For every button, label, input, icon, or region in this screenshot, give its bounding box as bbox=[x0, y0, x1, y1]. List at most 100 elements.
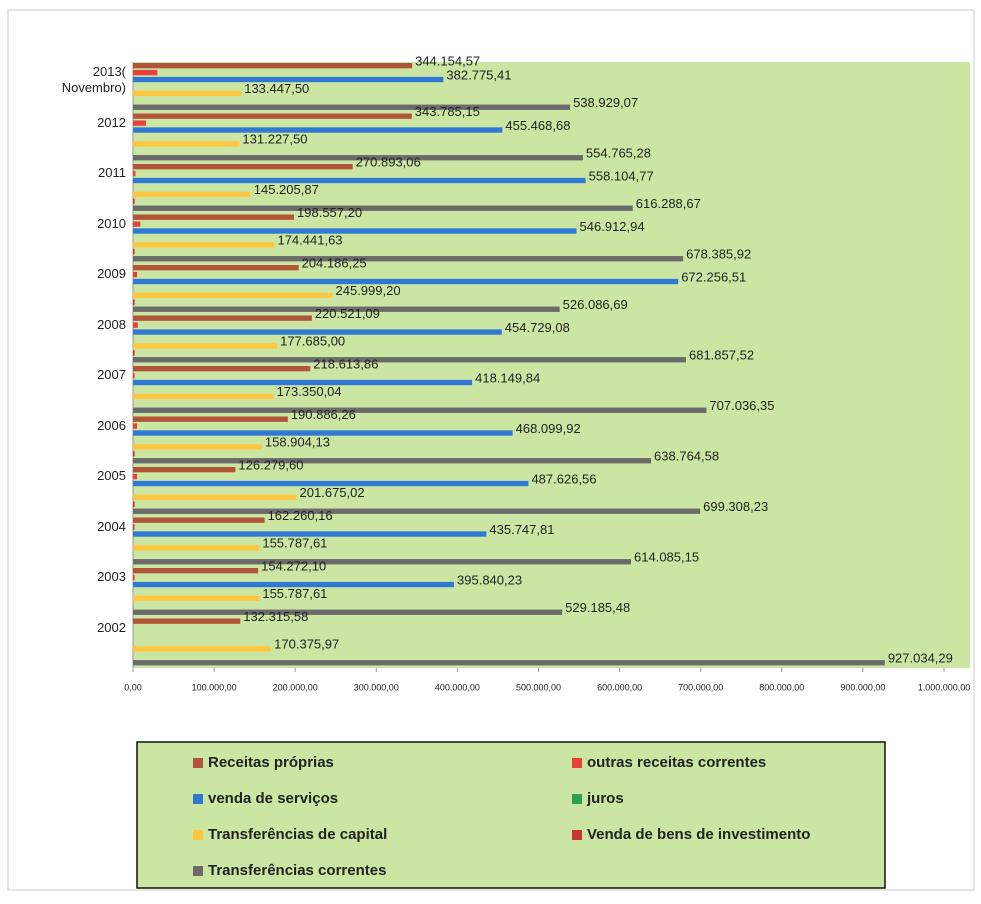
data-label: 158.904,13 bbox=[265, 435, 330, 450]
data-label: 155.787,61 bbox=[262, 536, 327, 551]
y-tick-label-box: 2011 bbox=[98, 165, 126, 180]
legend-label: Transferências correntes bbox=[208, 862, 386, 879]
y-tick-label: 2005 bbox=[97, 468, 126, 483]
legend-swatch bbox=[193, 758, 203, 768]
legend-label: Venda de bens de investimento bbox=[587, 826, 810, 843]
bar bbox=[133, 581, 455, 588]
bar bbox=[133, 559, 632, 565]
bar bbox=[133, 120, 146, 126]
bar bbox=[133, 306, 560, 312]
y-tick-label: 2007 bbox=[97, 367, 126, 382]
legend-label: venda de serviços bbox=[208, 790, 338, 807]
data-label: 204.186,25 bbox=[302, 255, 367, 270]
x-tick-label: 300.000,00 bbox=[354, 682, 399, 692]
data-label: 558.104,77 bbox=[589, 168, 654, 183]
bar bbox=[133, 618, 241, 624]
y-tick-label-box: 2004 bbox=[97, 518, 126, 534]
y-tick-label: 2002 bbox=[97, 619, 126, 635]
bar bbox=[133, 494, 297, 501]
y-tick-label-box: 2003 bbox=[97, 569, 126, 584]
data-label: 435.747,81 bbox=[489, 522, 554, 537]
bar bbox=[133, 646, 272, 652]
legend-label: juros bbox=[586, 790, 624, 807]
data-label: 133.447,50 bbox=[244, 81, 309, 96]
legend-swatch bbox=[572, 758, 582, 768]
bar bbox=[133, 127, 503, 133]
y-tick-label-box: 2013( Novembro) bbox=[62, 64, 126, 95]
data-label: 177.685,00 bbox=[280, 334, 345, 349]
y-tick-label: 2003 bbox=[97, 569, 126, 584]
y-tick-label: 2010 bbox=[97, 215, 126, 231]
x-tick-label: 100.000,00 bbox=[192, 682, 237, 692]
bar bbox=[133, 205, 633, 211]
data-label: 638.764,58 bbox=[654, 449, 719, 464]
data-label: 614.085,15 bbox=[634, 550, 699, 565]
x-tick-label: 1.000.000,00 bbox=[918, 682, 971, 692]
y-tick-label: 2006 bbox=[97, 417, 126, 433]
legend-swatch bbox=[572, 830, 582, 840]
x-tick-label: 700.000,00 bbox=[678, 682, 723, 692]
data-label: 162.260,16 bbox=[268, 508, 333, 523]
bar bbox=[133, 69, 158, 76]
data-label: 190.886,26 bbox=[291, 407, 356, 422]
data-label: 245.999,20 bbox=[336, 283, 401, 298]
legend bbox=[136, 741, 886, 889]
bar bbox=[133, 458, 652, 464]
bar bbox=[133, 278, 679, 285]
data-label: 395.840,23 bbox=[457, 572, 522, 587]
x-tick-label: 900.000,00 bbox=[840, 682, 885, 692]
bar bbox=[133, 480, 529, 487]
bar bbox=[133, 430, 513, 436]
bar bbox=[133, 221, 141, 227]
legend-swatch bbox=[193, 830, 203, 840]
y-tick-label-box: 2005 bbox=[97, 468, 126, 483]
data-label: 218.613,86 bbox=[313, 356, 378, 371]
data-label: 344.154,57 bbox=[415, 53, 480, 68]
data-label: 126.279,60 bbox=[238, 457, 303, 472]
bar bbox=[133, 271, 138, 278]
data-label: 616.288,67 bbox=[636, 196, 701, 211]
y-tick-label: 2008 bbox=[97, 316, 126, 332]
bar bbox=[133, 329, 502, 335]
data-label: 154.272,10 bbox=[261, 558, 326, 573]
bar bbox=[133, 90, 242, 97]
y-tick-label: 2011 bbox=[98, 165, 126, 180]
data-label: 220.521,09 bbox=[315, 306, 380, 321]
data-label: 155.787,61 bbox=[262, 586, 327, 601]
bar bbox=[133, 501, 135, 507]
bar bbox=[133, 467, 236, 473]
bar bbox=[133, 228, 577, 234]
y-tick-label-box: 2010 bbox=[97, 215, 126, 231]
y-tick-label-box: 2007 bbox=[97, 367, 126, 382]
bar bbox=[133, 155, 583, 161]
bar bbox=[133, 322, 138, 328]
y-tick-label: 2004 bbox=[97, 518, 126, 534]
x-tick-label: 0,00 bbox=[124, 682, 142, 692]
bar bbox=[133, 113, 412, 119]
bar bbox=[133, 76, 444, 83]
legend-label: Transferências de capital bbox=[208, 826, 387, 843]
bar bbox=[133, 407, 707, 413]
data-label: 132.315,58 bbox=[243, 609, 308, 624]
data-label: 455.468,68 bbox=[505, 118, 570, 133]
data-label: 418.149,84 bbox=[475, 370, 540, 385]
data-label: 454.729,08 bbox=[505, 320, 570, 335]
plot-area bbox=[133, 62, 970, 668]
data-label: 382.775,41 bbox=[446, 67, 511, 82]
bar bbox=[133, 265, 299, 271]
bar bbox=[133, 473, 138, 480]
bar bbox=[133, 343, 278, 349]
data-label: 554.765,28 bbox=[586, 146, 651, 161]
bar bbox=[133, 104, 571, 110]
data-label: 174.441,63 bbox=[277, 233, 342, 248]
bar bbox=[133, 379, 473, 386]
data-label: 170.375,97 bbox=[274, 637, 339, 652]
bar bbox=[133, 170, 136, 177]
bar bbox=[133, 292, 333, 299]
bar bbox=[133, 299, 135, 305]
y-tick-label-box: 2009 bbox=[97, 266, 126, 281]
bar bbox=[133, 595, 260, 602]
x-tick-label: 200.000,00 bbox=[273, 682, 318, 692]
y-tick-label-box: 2006 bbox=[97, 417, 126, 433]
